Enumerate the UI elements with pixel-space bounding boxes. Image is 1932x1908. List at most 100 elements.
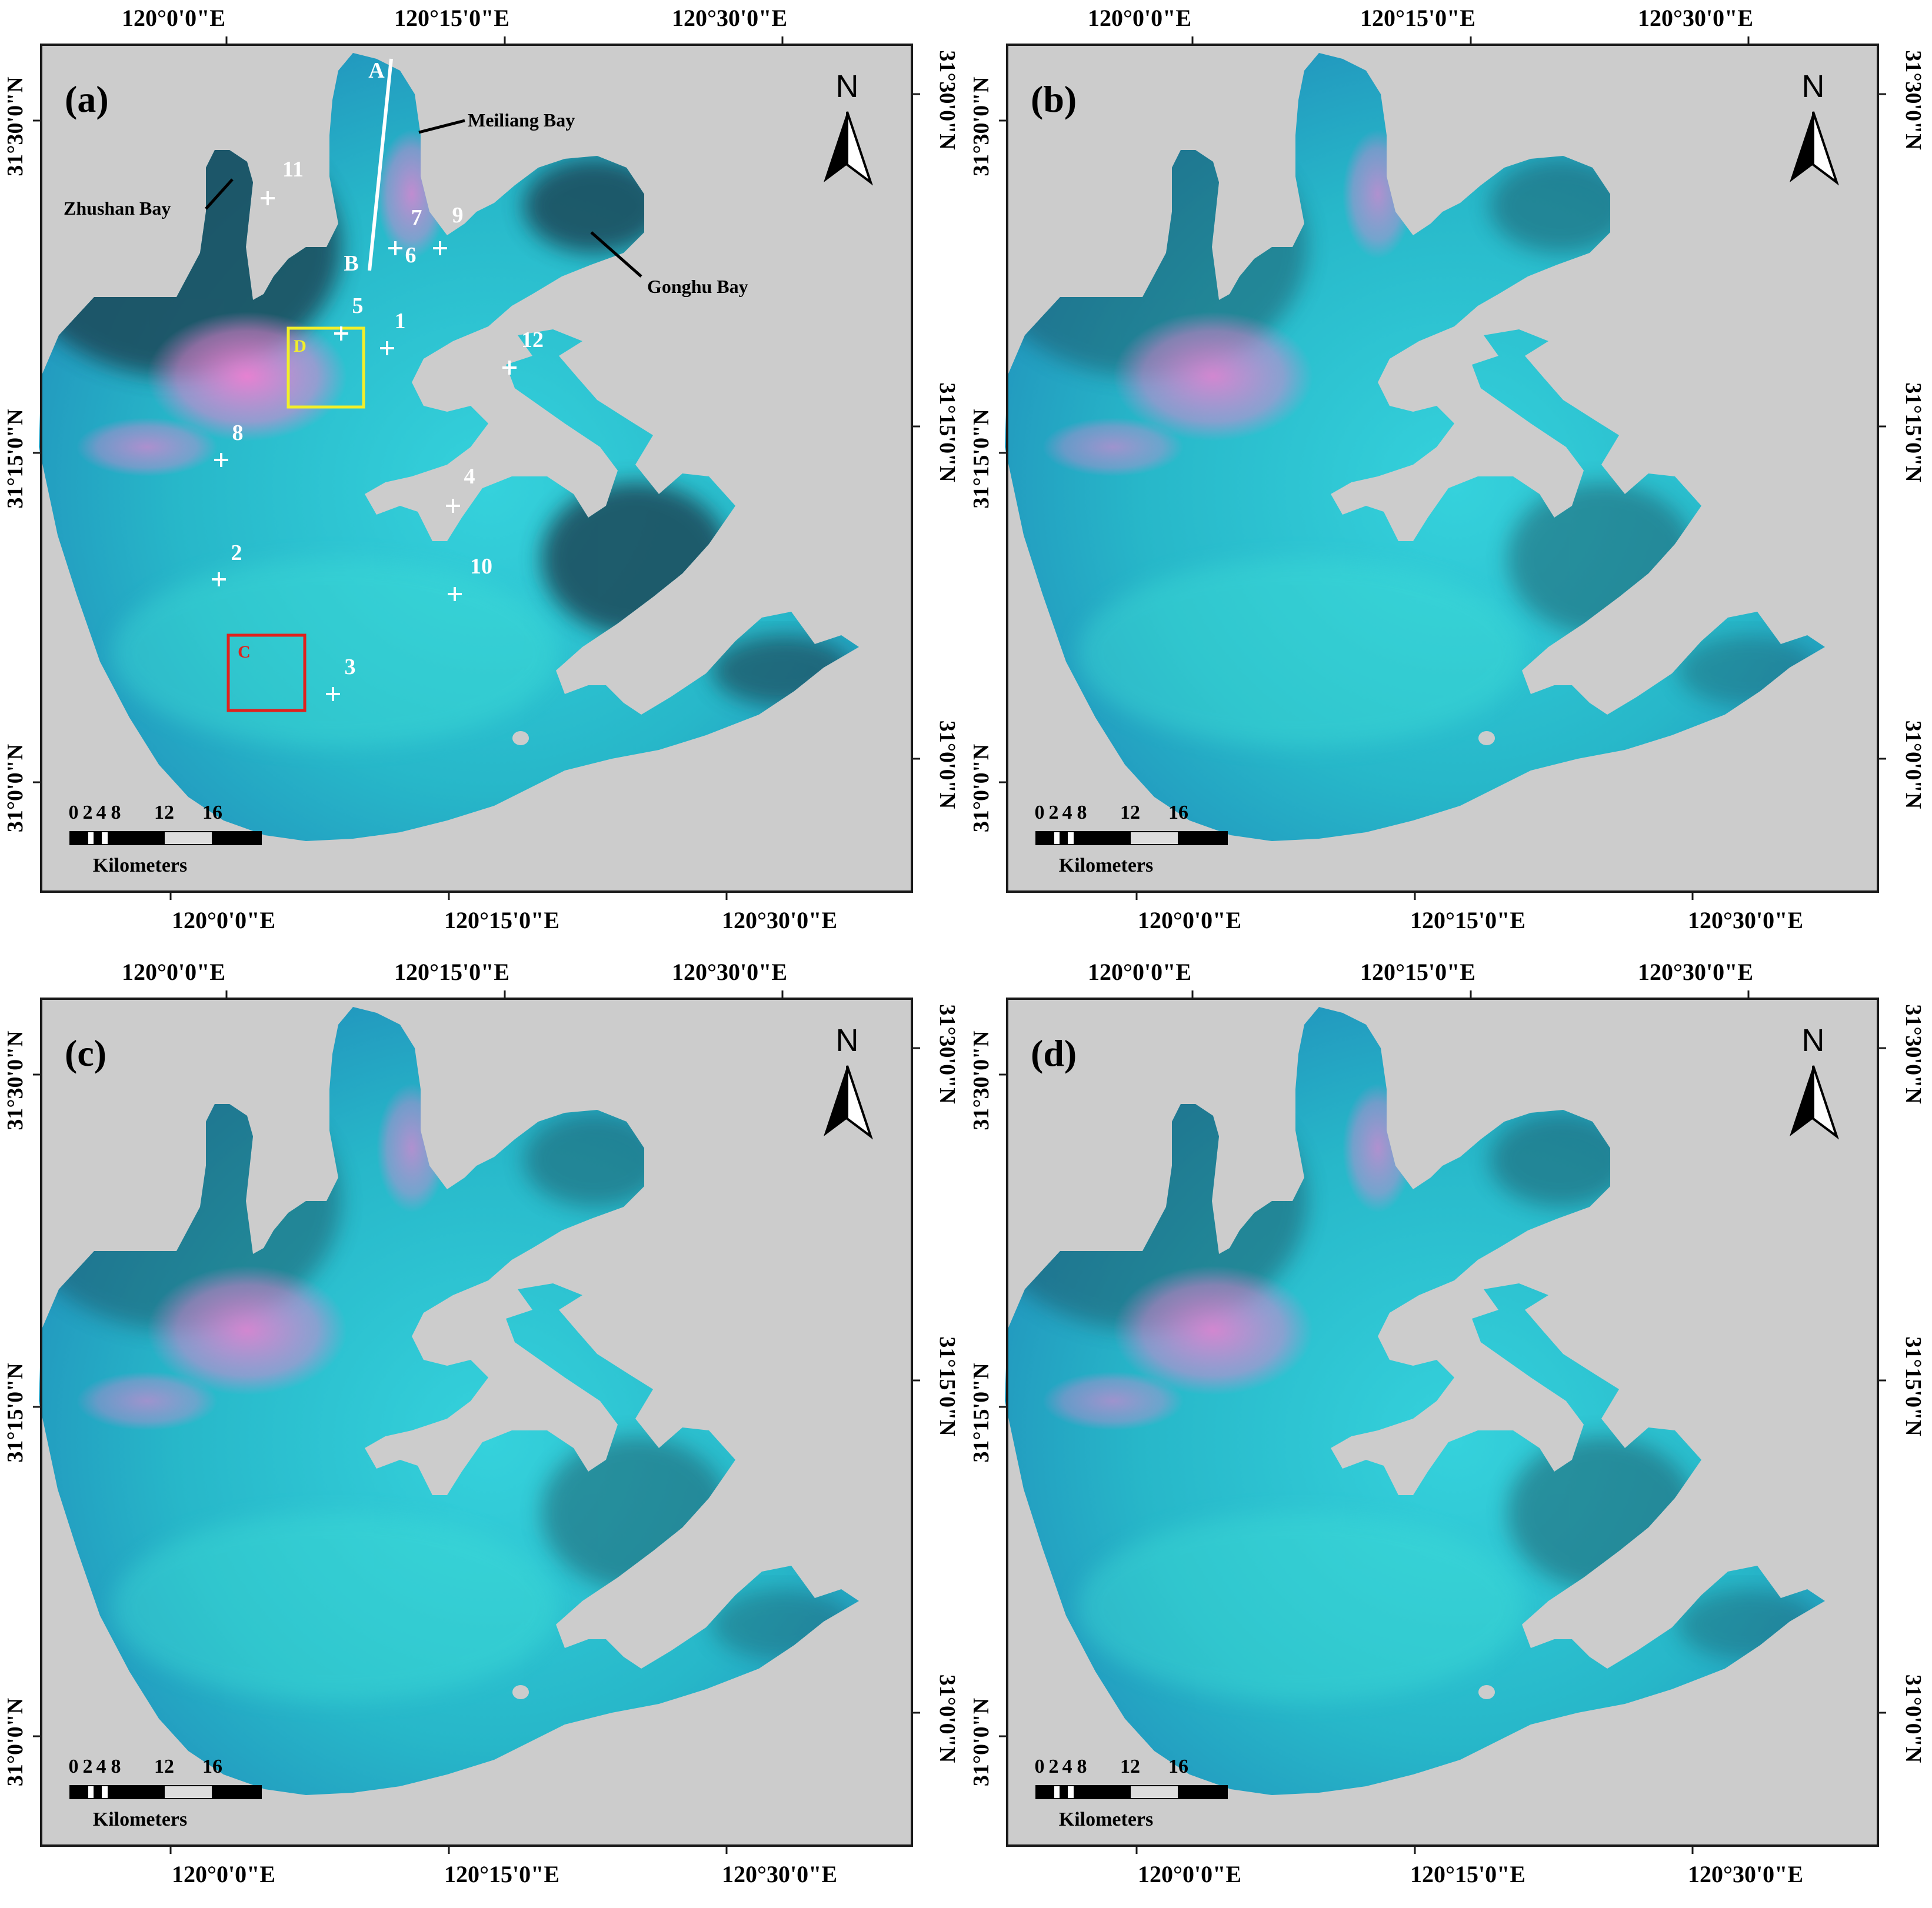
station-2: 2 (212, 541, 242, 586)
map-svg: 120°0'0"E 120°0'0"E 120°15'0"E 120°15'0"E 12… (3, 959, 960, 1887)
scale-bar: 0 2 4 8 12 16 Kilometers (69, 802, 262, 876)
scale-tick: 8 (1077, 802, 1087, 823)
algal-bloom-west (147, 1266, 347, 1395)
scale-tick: 4 (1062, 1756, 1072, 1777)
north-arrow-label: N (836, 1023, 859, 1058)
transect-line (368, 58, 393, 271)
station-number: 11 (282, 157, 304, 182)
north-arrow-left-half (1790, 112, 1813, 182)
y-tick-label-left: 31°0'0"N (3, 1698, 28, 1786)
x-tick-label-top: 120°15'0"E (394, 5, 509, 31)
bright-cyan-water (1078, 559, 1525, 747)
scale-segment (1035, 831, 1054, 845)
island (497, 1393, 518, 1409)
scale-tick: 2 (83, 1756, 93, 1777)
north-arrow-label: N (1802, 1023, 1825, 1058)
scale-segment (1074, 831, 1082, 845)
y-tick-label-left: 31°30'0"N (969, 1030, 994, 1130)
y-tick-label-right: 31°0'0"N (935, 720, 960, 809)
x-tick-label-top: 120°30'0"E (672, 5, 787, 31)
x-tick-label-bottom: 120°15'0"E (444, 1861, 559, 1887)
x-tick-label-top: 120°30'0"E (672, 959, 787, 985)
y-tick-label-right: 31°0'0"N (1901, 720, 1926, 809)
map-panel-c: 120°0'0"E 120°0'0"E 120°15'0"E 120°15'0"E 12… (0, 954, 966, 1908)
algal-bloom-west (1113, 312, 1313, 441)
map-panel-b: 120°0'0"E 120°0'0"E 120°15'0"E 120°15'0"E 12… (966, 0, 1932, 954)
scale-segment (69, 1785, 88, 1799)
y-tick-label-left: 31°0'0"N (969, 1698, 994, 1786)
scale-segment (108, 831, 116, 845)
x-tick-label-top: 120°0'0"E (1088, 959, 1191, 985)
map-frame (1006, 44, 1879, 893)
scale-tick: 0 (69, 1756, 79, 1777)
x-tick-label-bottom: 120°0'0"E (1138, 1861, 1241, 1887)
x-tick-label-bottom: 120°15'0"E (1410, 907, 1525, 933)
island (497, 439, 518, 455)
scale-tick: 2 (83, 802, 93, 823)
scale-segment (1067, 1785, 1075, 1799)
algal-bloom-west (147, 312, 347, 441)
station-10: 10 (448, 554, 492, 601)
scale-segment (1130, 1785, 1179, 1799)
scale-unit: Kilometers (93, 855, 188, 876)
scale-unit: Kilometers (1059, 1809, 1154, 1830)
scale-segment (1130, 831, 1179, 845)
station-11: 11 (261, 157, 304, 205)
bright-cyan-water (112, 559, 559, 747)
north-arrow-right-half (846, 1065, 873, 1140)
north-arrow: N (824, 69, 873, 186)
x-tick-label-top: 120°30'0"E (1638, 5, 1753, 31)
station-8: 8 (214, 421, 244, 467)
north-arrow-left-half (824, 112, 847, 182)
scale-segment (1060, 1785, 1068, 1799)
y-tick-label-right: 31°15'0"N (1901, 382, 1926, 482)
scale-segment (108, 1785, 116, 1799)
y-tick-label-left: 31°15'0"N (969, 1363, 994, 1462)
scale-tick: 12 (154, 1756, 174, 1777)
bright-cyan-water (112, 1513, 559, 1701)
y-tick-label-left: 31°15'0"N (969, 409, 994, 508)
scale-segment (164, 1785, 213, 1799)
scale-bar: 0 2 4 8 12 16 Kilometers (1035, 1756, 1228, 1830)
scale-segment (69, 831, 88, 845)
y-tick-label-right: 31°30'0"N (1901, 1004, 1926, 1103)
y-tick-label-left: 31°15'0"N (3, 1363, 28, 1462)
north-arrow: N (1790, 1023, 1839, 1140)
y-tick-label-left: 31°15'0"N (3, 409, 28, 508)
island (1463, 439, 1484, 455)
map-panel-d: 120°0'0"E 120°0'0"E 120°15'0"E 120°15'0"E 12… (966, 954, 1932, 1908)
panel-label: (c) (65, 1032, 106, 1074)
y-tick-label-left: 31°30'0"N (3, 76, 28, 176)
gonghu-dark-water (1490, 159, 1631, 253)
scale-segment (1178, 831, 1228, 845)
algal-bloom-west-edge (76, 418, 218, 476)
scale-tick: 16 (202, 802, 222, 823)
scale-tick: 0 (1035, 1756, 1045, 1777)
scale-segment (1035, 1785, 1054, 1799)
scale-tick: 8 (111, 802, 121, 823)
x-tick-label-bottom: 120°0'0"E (172, 1861, 275, 1887)
scale-tick: 12 (154, 802, 174, 823)
scale-segment (1060, 831, 1068, 845)
bay-label-gonghu: Gonghu Bay (647, 276, 748, 297)
scale-tick: 0 (69, 802, 79, 823)
panel-label: (b) (1031, 78, 1077, 120)
north-arrow-right-half (1812, 1065, 1839, 1140)
box-c-label: C (238, 642, 251, 662)
algal-bloom-west-edge (76, 1372, 218, 1430)
scale-segment (1053, 831, 1061, 845)
x-tick-label-bottom: 120°0'0"E (172, 907, 275, 933)
algal-bloom-west (1113, 1266, 1313, 1395)
station-number: 1 (395, 309, 406, 333)
algal-bloom-west-edge (1042, 418, 1184, 476)
scale-segment (87, 831, 95, 845)
scale-tick: 2 (1049, 802, 1059, 823)
scale-segment (1178, 1785, 1228, 1799)
y-tick-label-left: 31°0'0"N (969, 744, 994, 832)
station-7: 7 (388, 205, 422, 255)
station-number: 10 (470, 554, 492, 579)
scale-tick: 0 (1035, 802, 1045, 823)
north-arrow: N (1790, 69, 1839, 186)
island (1478, 1685, 1495, 1699)
north-arrow-label: N (1802, 69, 1825, 104)
